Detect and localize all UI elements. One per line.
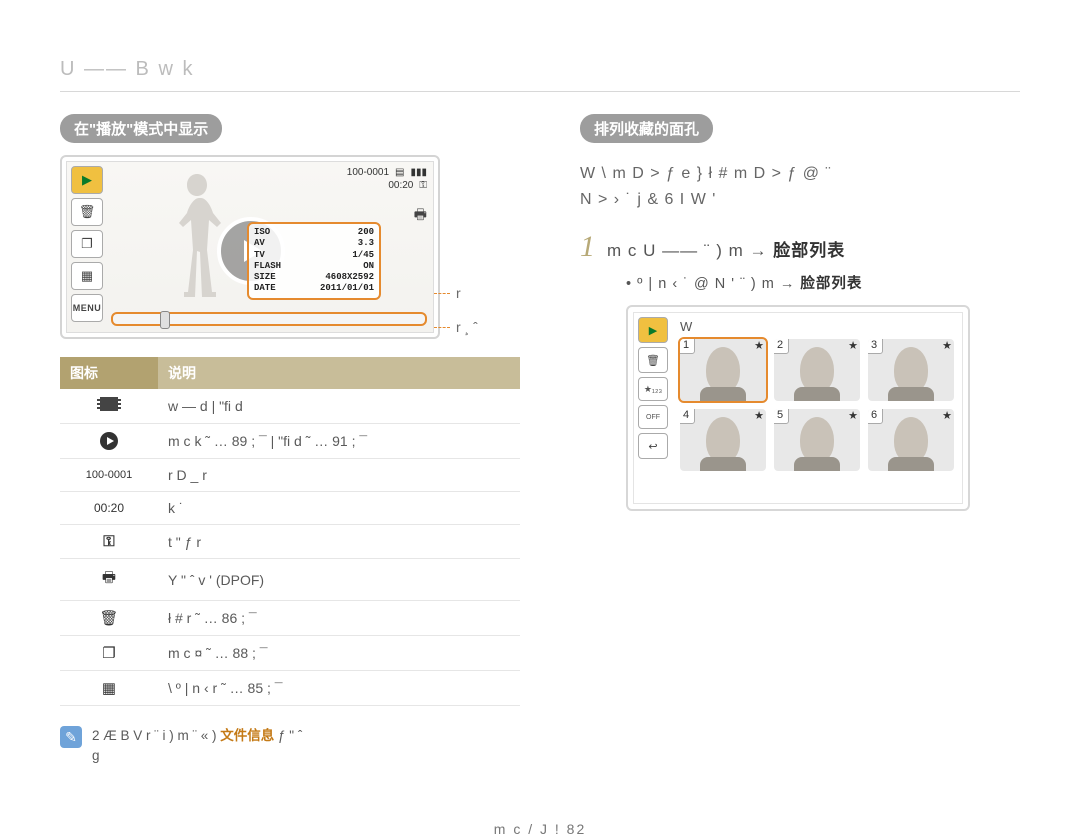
exif-row: DATE2011/01/01 bbox=[254, 283, 374, 294]
film-icon bbox=[60, 389, 158, 424]
slides-icon[interactable]: ❐ bbox=[71, 230, 103, 258]
icon-legend-table: 图标 说明 w — d | "ﬁ d m c k ˜ … 89 ; ¯ | "ﬁ… bbox=[60, 357, 520, 706]
time-code: 00:20 bbox=[388, 179, 413, 192]
left-column: 在"播放"模式中显示 ▶ 🗑 ❐ ▦ MENU 100-000 bbox=[60, 114, 520, 767]
table-row: m c k ˜ … 89 ; ¯ | "ﬁ d ˜ … 91 ; ¯ bbox=[60, 424, 520, 459]
print-icon[interactable]: 🖶 bbox=[414, 204, 427, 228]
file-number-label: 100-0001 bbox=[60, 459, 158, 492]
face-thumbnail[interactable]: 1★ bbox=[680, 339, 766, 401]
face-thumbnail[interactable]: 5★ bbox=[774, 409, 860, 471]
star-icon: ★ bbox=[848, 409, 858, 422]
trash-icon[interactable]: 🗑 bbox=[638, 347, 668, 373]
step-sub-bullet: • º | n ‹ ˙ @ N ' ¨ ) m → 脸部列表 bbox=[626, 272, 1020, 293]
play-tile-icon[interactable]: ▶ bbox=[71, 166, 103, 194]
table-row: 🗑ł # r ˜ … 86 ; ¯ bbox=[60, 601, 520, 636]
star-icon: ★ bbox=[942, 409, 952, 422]
step-text: m c U —— ¨ ) m → 脸部列表 bbox=[607, 236, 845, 261]
callout-slider: r ¸ ˆ bbox=[450, 319, 520, 335]
callouts: r r ¸ ˆ bbox=[450, 155, 520, 339]
camera-preview: ▶ 🗑 ❐ ▦ MENU 100-0001 ▤ ▮▮▮ bbox=[60, 155, 520, 339]
lcd-screen: ▶ 🗑 ❐ ▦ MENU 100-0001 ▤ ▮▮▮ bbox=[66, 161, 434, 333]
grid-icon[interactable]: ▦ bbox=[71, 262, 103, 290]
lock-small-icon: ⚿ bbox=[419, 179, 427, 192]
rank-star-icon[interactable]: ★₁₂₃ bbox=[638, 377, 668, 401]
slider-knob[interactable] bbox=[160, 311, 170, 329]
note-badge-icon: ✎ bbox=[60, 726, 82, 748]
face-thumbnail[interactable]: 6★ bbox=[868, 409, 954, 471]
exif-row: TV1/45 bbox=[254, 250, 374, 261]
menu-button[interactable]: MENU bbox=[71, 294, 103, 322]
page: U —— B w k 在"播放"模式中显示 ▶ 🗑 ❐ ▦ MENU bbox=[0, 0, 1080, 837]
off-badge-icon[interactable]: OFF bbox=[638, 405, 668, 429]
face-grid-header: W bbox=[680, 319, 694, 334]
table-row: 100-0001r D _ r bbox=[60, 459, 520, 492]
page-footer: m c / J ! 82 bbox=[60, 821, 1020, 837]
table-row: 🖶Y " ˆ v ' (DPOF) bbox=[60, 559, 520, 601]
step-number: 1 bbox=[580, 230, 595, 264]
step-1: 1 m c U —— ¨ ) m → 脸部列表 bbox=[580, 230, 1020, 264]
face-thumbnail[interactable]: 4★ bbox=[680, 409, 766, 471]
star-icon: ★ bbox=[754, 339, 764, 352]
face-list-panel: ▶ 🗑 ★₁₂₃ OFF ↩ W 1★ 2★ 3★ 4★ 5★ 6★ bbox=[626, 305, 970, 511]
note-text: 2 Æ B V r ¨ i ) m ¨ « ) 文件信息 ƒ " ˆ g bbox=[92, 726, 302, 767]
exif-row: SIZE4608X2592 bbox=[254, 272, 374, 283]
table-row: w — d | "ﬁ d bbox=[60, 389, 520, 424]
table-row: 00:20k ˙ bbox=[60, 492, 520, 525]
thumbnail-grid-icon: ▦ bbox=[60, 671, 158, 706]
lock-print-icons: 🖶 bbox=[414, 204, 427, 228]
page-title: U —— B w k bbox=[60, 58, 1020, 92]
star-icon: ★ bbox=[848, 339, 858, 352]
table-row: ▦\ º | n ‹ r ˜ … 85 ; ¯ bbox=[60, 671, 520, 706]
right-description: W \ m D > ƒ e } ł # m D > ƒ @ ¨ N > › ˙ … bbox=[580, 161, 1020, 212]
progress-slider[interactable] bbox=[111, 312, 427, 326]
lcd-frame: ▶ 🗑 ❐ ▦ MENU 100-0001 ▤ ▮▮▮ bbox=[60, 155, 440, 339]
table-row: ❐m c ¤ ˜ … 88 ; ¯ bbox=[60, 636, 520, 671]
legend-head-desc: 说明 bbox=[158, 357, 520, 389]
lcd-top-info: 100-0001 ▤ ▮▮▮ 00:20 ⚿ bbox=[347, 166, 427, 192]
play-tile-icon[interactable]: ▶ bbox=[638, 317, 668, 343]
exif-row: AV3.3 bbox=[254, 238, 374, 249]
sd-icon: ▤ bbox=[395, 166, 404, 179]
star-icon: ★ bbox=[754, 409, 764, 422]
face-thumbnail[interactable]: 2★ bbox=[774, 339, 860, 401]
printer-icon: 🖶 bbox=[60, 559, 158, 601]
slideshow-icon: ❐ bbox=[60, 636, 158, 671]
columns: 在"播放"模式中显示 ▶ 🗑 ❐ ▦ MENU 100-000 bbox=[60, 114, 1020, 767]
table-row: ⚿t " ƒ r bbox=[60, 525, 520, 559]
face-grid: W 1★ 2★ 3★ 4★ 5★ 6★ bbox=[680, 339, 954, 471]
exif-row: FLASHON bbox=[254, 261, 374, 272]
time-label: 00:20 bbox=[60, 492, 158, 525]
star-icon: ★ bbox=[942, 339, 952, 352]
left-section-pill: 在"播放"模式中显示 bbox=[60, 114, 222, 143]
trash-icon: 🗑 bbox=[60, 601, 158, 636]
file-number: 100-0001 bbox=[347, 166, 389, 179]
lcd-sidebar: ▶ 🗑 ❐ ▦ MENU bbox=[71, 166, 107, 322]
right-column: 排列收藏的面孔 W \ m D > ƒ e } ł # m D > ƒ @ ¨ … bbox=[580, 114, 1020, 767]
face-thumbnail[interactable]: 3★ bbox=[868, 339, 954, 401]
exif-info-box: ISO200 AV3.3 TV1/45 FLASHON SIZE4608X259… bbox=[247, 222, 381, 300]
callout-info: r bbox=[450, 285, 520, 301]
right-section-pill: 排列收藏的面孔 bbox=[580, 114, 713, 143]
note: ✎ 2 Æ B V r ¨ i ) m ¨ « ) 文件信息 ƒ " ˆ g bbox=[60, 726, 520, 767]
play-icon bbox=[60, 424, 158, 459]
exif-row: ISO200 bbox=[254, 227, 374, 238]
face-sidebar: ▶ 🗑 ★₁₂₃ OFF ↩ bbox=[638, 317, 670, 459]
legend-head-icon: 图标 bbox=[60, 357, 158, 389]
trash-icon[interactable]: 🗑 bbox=[71, 198, 103, 226]
battery-icon: ▮▮▮ bbox=[410, 166, 427, 179]
back-icon[interactable]: ↩ bbox=[638, 433, 668, 459]
face-lcd: ▶ 🗑 ★₁₂₃ OFF ↩ W 1★ 2★ 3★ 4★ 5★ 6★ bbox=[633, 312, 963, 504]
lock-icon: ⚿ bbox=[60, 525, 158, 559]
